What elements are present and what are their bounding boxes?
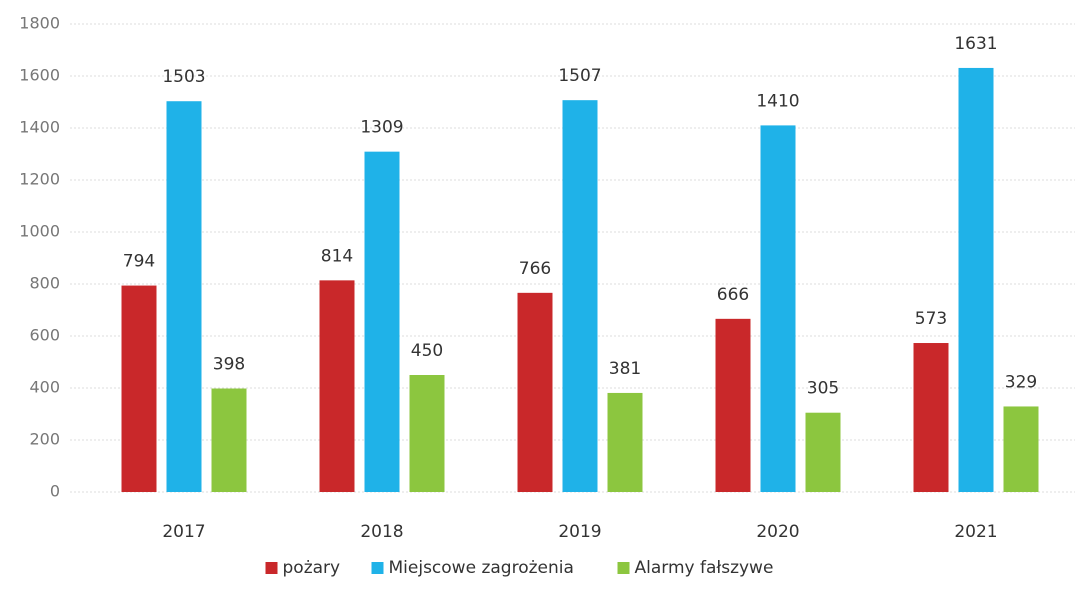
value-label: 666 [717, 285, 749, 305]
y-tick-label: 800 [29, 274, 60, 293]
legend-swatch [265, 562, 278, 574]
legend-label: Miejscowe zagrożenia [389, 558, 574, 578]
value-label: 573 [915, 309, 947, 329]
legend-swatch [617, 562, 630, 574]
value-label: 814 [321, 246, 353, 266]
y-tick-label: 200 [29, 430, 60, 449]
value-label: 305 [807, 379, 839, 399]
x-tick-label: 2020 [756, 522, 799, 542]
bar [211, 388, 247, 492]
bar [805, 412, 841, 492]
bar [166, 101, 202, 492]
value-label: 398 [213, 355, 245, 375]
bar [319, 280, 355, 492]
legend-label: Alarmy fałszywe [635, 558, 774, 578]
y-tick-label: 1800 [19, 14, 60, 33]
y-tick-label: 1600 [19, 66, 60, 85]
legend-label: pożary [283, 558, 341, 578]
bar [364, 151, 400, 492]
value-label: 1410 [756, 91, 799, 111]
y-tick-label: 1400 [19, 118, 60, 137]
value-label: 1503 [162, 67, 205, 87]
bar [715, 318, 751, 492]
bar [1003, 406, 1039, 492]
y-tick-label: 400 [29, 378, 60, 397]
bar [607, 392, 643, 492]
value-label: 1507 [558, 66, 601, 86]
x-tick-label: 2019 [558, 522, 601, 542]
bar [517, 292, 553, 492]
value-label: 794 [123, 252, 155, 272]
value-label: 329 [1005, 372, 1037, 392]
x-tick-label: 2018 [360, 522, 403, 542]
bar [958, 67, 994, 492]
y-tick-label: 600 [29, 326, 60, 345]
value-label: 766 [519, 259, 551, 279]
value-label: 1631 [954, 34, 997, 54]
bar [913, 343, 949, 492]
y-tick-label: 1200 [19, 170, 60, 189]
value-label: 1309 [360, 118, 403, 138]
bar [562, 100, 598, 493]
x-tick-label: 2017 [162, 522, 205, 542]
legend-swatch [371, 562, 384, 574]
value-label: 381 [609, 359, 641, 379]
y-tick-label: 0 [50, 482, 60, 501]
y-tick-label: 1000 [19, 222, 60, 241]
bar [121, 285, 157, 492]
bar [760, 125, 796, 493]
value-label: 450 [411, 341, 443, 361]
bar [409, 375, 445, 492]
x-tick-label: 2021 [954, 522, 997, 542]
